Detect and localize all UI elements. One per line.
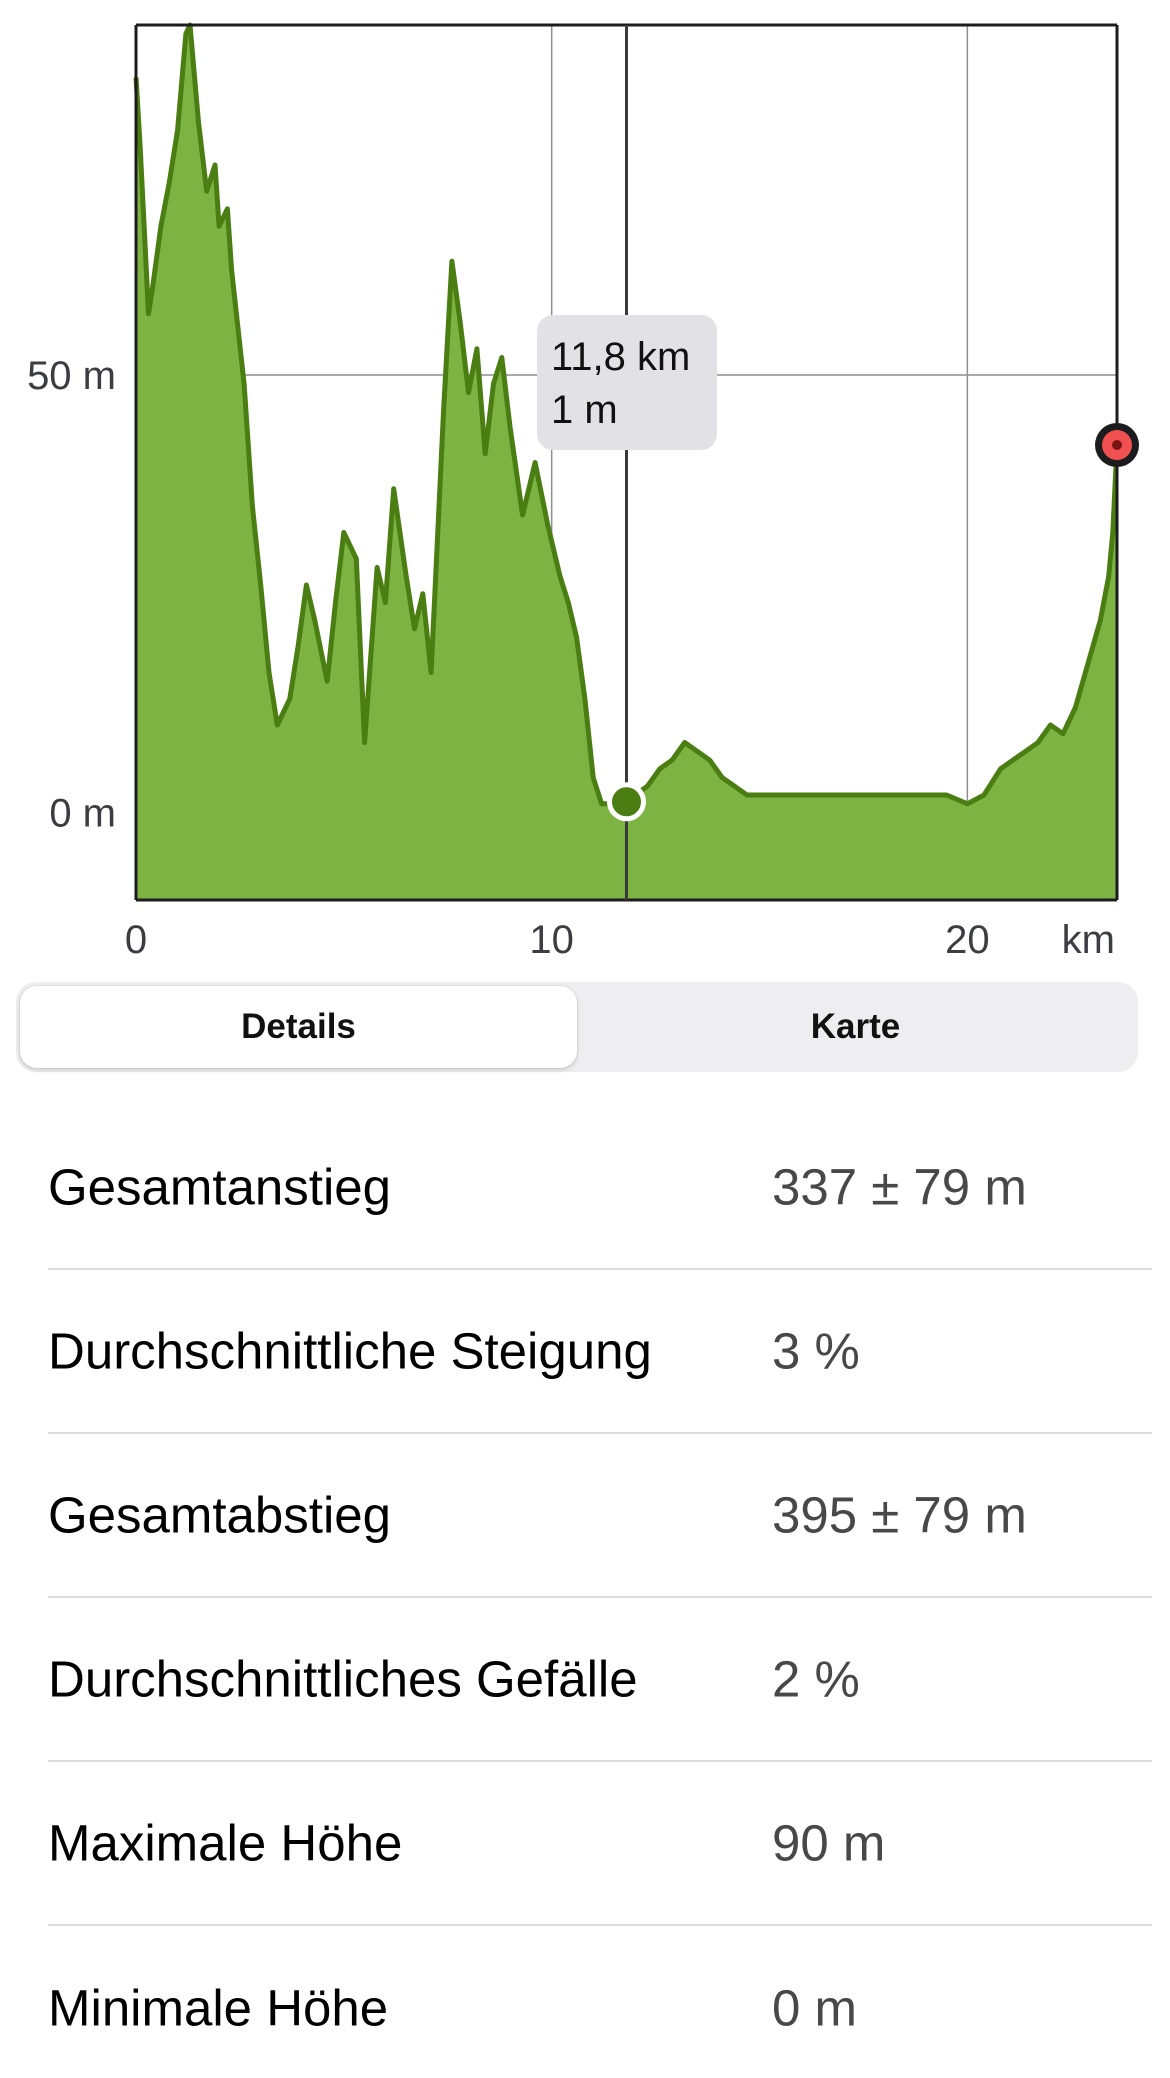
x-tick-label: 0 — [125, 918, 147, 962]
stat-value: 337 ± 79 m — [772, 1158, 1027, 1216]
stat-label: Durchschnittliche Steigung — [48, 1322, 652, 1380]
tooltip-background — [537, 315, 717, 450]
stat-label: Durchschnittliches Gefälle — [48, 1650, 638, 1708]
stat-label: Maximale Höhe — [48, 1814, 403, 1872]
stat-row-min-elevation: Minimale Höhe 0 m — [48, 1926, 1152, 2078]
cursor-point[interactable] — [607, 782, 646, 822]
stat-value: 395 ± 79 m — [772, 1486, 1027, 1544]
stat-label: Gesamtanstieg — [48, 1158, 392, 1216]
y-tick-label: 50 m — [27, 354, 116, 398]
stat-row-total-ascent: Gesamtanstieg 337 ± 79 m — [48, 1106, 1152, 1270]
elevation-area — [136, 25, 1117, 900]
stat-row-max-elevation: Maximale Höhe 90 m — [48, 1762, 1152, 1926]
stat-label: Minimale Höhe — [48, 1979, 389, 2037]
stat-row-average-incline: Durchschnittliche Steigung 3 % — [48, 1270, 1152, 1434]
x-tick-label: 10 — [529, 918, 574, 962]
tooltip-distance: 11,8 km — [551, 335, 690, 379]
stat-value: 3 % — [772, 1322, 860, 1380]
elevation-stats-list: Gesamtanstieg 337 ± 79 m Durchschnittlic… — [48, 1106, 1152, 2078]
tab-map[interactable]: Karte — [810, 1007, 901, 1046]
end-marker-center — [1112, 440, 1122, 450]
chart-tick-labels: 0 10 20 km 0 m 50 m — [27, 354, 1115, 962]
stat-row-total-descent: Gesamtabstieg 395 ± 79 m — [48, 1434, 1152, 1598]
cursor-tooltip: 11,8 km 1 m — [537, 315, 717, 450]
stat-value: 2 % — [772, 1650, 860, 1708]
x-axis-unit-label: km — [1062, 918, 1115, 962]
details-map-segmented-control: Details Karte — [16, 982, 1138, 1072]
elevation-chart[interactable]: 0 10 20 km 0 m 50 m 11,8 km 1 m — [0, 0, 1170, 980]
stat-row-average-decline: Durchschnittliches Gefälle 2 % — [48, 1598, 1152, 1762]
stat-value: 0 m — [772, 1979, 858, 2037]
stat-value: 90 m — [772, 1814, 886, 1872]
x-tick-label: 20 — [945, 918, 990, 962]
stat-label: Gesamtabstieg — [48, 1486, 392, 1544]
tab-details[interactable]: Details — [20, 986, 577, 1068]
end-location-marker — [1095, 423, 1139, 467]
elevation-line — [133, 22, 1120, 807]
y-tick-label: 0 m — [49, 792, 116, 836]
tooltip-elevation: 1 m — [551, 388, 618, 432]
